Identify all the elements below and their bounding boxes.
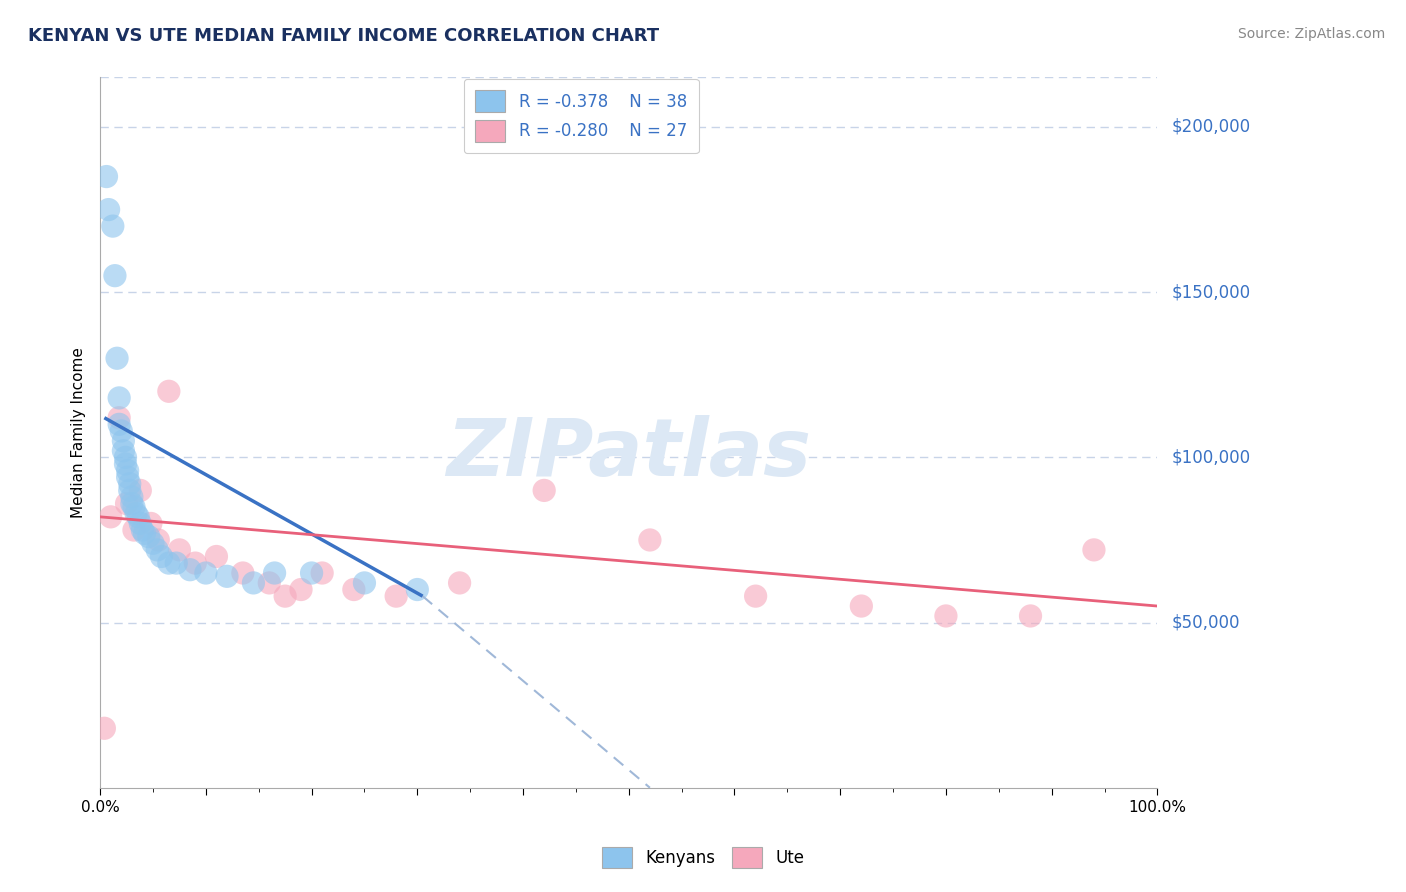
Point <box>148 533 170 547</box>
Text: $150,000: $150,000 <box>1171 283 1250 301</box>
Point <box>139 516 162 531</box>
Point <box>121 490 143 504</box>
Point <box>104 268 127 283</box>
Point <box>290 582 312 597</box>
Point <box>110 424 132 438</box>
Point <box>343 582 366 597</box>
Point <box>121 497 143 511</box>
Point <box>142 536 165 550</box>
Point <box>638 533 661 547</box>
Point <box>851 599 873 613</box>
Point <box>138 530 160 544</box>
Point <box>93 721 115 735</box>
Point <box>194 566 217 580</box>
Point <box>122 523 145 537</box>
Point <box>114 450 136 465</box>
Point <box>259 575 281 590</box>
Y-axis label: Median Family Income: Median Family Income <box>72 347 86 518</box>
Point <box>406 582 429 597</box>
Point <box>108 417 131 432</box>
Text: $50,000: $50,000 <box>1171 614 1240 632</box>
Point <box>242 575 264 590</box>
Point <box>131 523 153 537</box>
Point <box>96 169 118 184</box>
Text: ZIPatlas: ZIPatlas <box>446 415 811 493</box>
Point <box>232 566 254 580</box>
Text: $100,000: $100,000 <box>1171 449 1250 467</box>
Point <box>1019 609 1042 624</box>
Point <box>122 500 145 514</box>
Point <box>157 384 180 399</box>
Point <box>1083 542 1105 557</box>
Point <box>311 566 333 580</box>
Point <box>353 575 375 590</box>
Text: Source: ZipAtlas.com: Source: ZipAtlas.com <box>1237 27 1385 41</box>
Point <box>205 549 228 564</box>
Point <box>150 549 173 564</box>
Point <box>118 483 141 498</box>
Point <box>117 470 139 484</box>
Point <box>263 566 285 580</box>
Point <box>112 443 135 458</box>
Point <box>449 575 471 590</box>
Point <box>108 391 131 405</box>
Legend: Kenyans, Ute: Kenyans, Ute <box>595 840 811 875</box>
Point <box>100 509 122 524</box>
Point <box>179 563 201 577</box>
Point <box>129 516 152 531</box>
Text: KENYAN VS UTE MEDIAN FAMILY INCOME CORRELATION CHART: KENYAN VS UTE MEDIAN FAMILY INCOME CORRE… <box>28 27 659 45</box>
Point <box>165 556 187 570</box>
Point <box>533 483 555 498</box>
Point <box>108 410 131 425</box>
Point <box>184 556 207 570</box>
Point <box>115 497 138 511</box>
Point <box>125 507 148 521</box>
Point <box>146 542 169 557</box>
Point <box>118 476 141 491</box>
Point <box>134 526 156 541</box>
Point <box>215 569 238 583</box>
Legend: R = -0.378    N = 38, R = -0.280    N = 27: R = -0.378 N = 38, R = -0.280 N = 27 <box>464 78 699 153</box>
Point <box>114 457 136 471</box>
Point <box>105 351 128 366</box>
Point <box>744 589 766 603</box>
Point <box>385 589 408 603</box>
Point <box>129 483 152 498</box>
Point <box>117 464 139 478</box>
Point <box>935 609 957 624</box>
Point <box>112 434 135 448</box>
Point <box>127 509 149 524</box>
Point <box>301 566 323 580</box>
Point <box>169 542 191 557</box>
Point <box>157 556 180 570</box>
Point <box>101 219 124 233</box>
Point <box>274 589 297 603</box>
Point <box>97 202 120 217</box>
Text: $200,000: $200,000 <box>1171 118 1250 136</box>
